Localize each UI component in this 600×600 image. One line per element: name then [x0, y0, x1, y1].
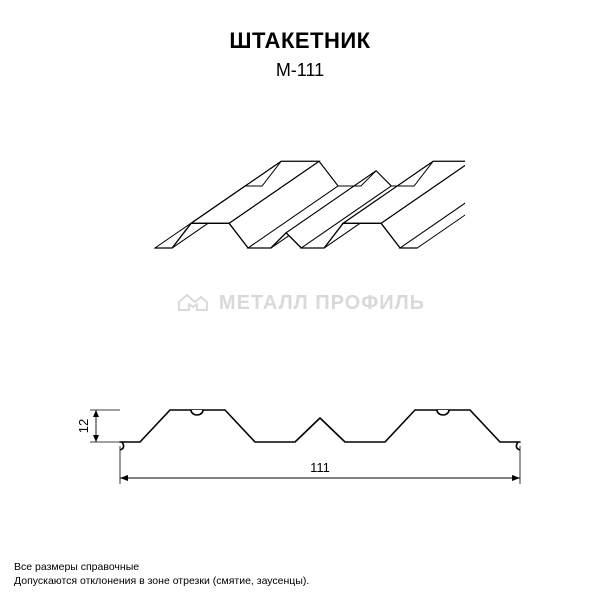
title-block: ШТАКЕТНИК М-111 — [0, 0, 600, 81]
isometric-svg — [135, 120, 465, 290]
isometric-view — [135, 120, 465, 295]
footnote-1: Все размеры справочные — [14, 560, 309, 574]
svg-text:12: 12 — [76, 419, 91, 433]
svg-text:111: 111 — [310, 460, 330, 475]
watermark-text: МЕТАЛЛ ПРОФИЛЬ — [219, 292, 425, 315]
logo-icon — [175, 290, 209, 316]
cross-section-svg: 12 111 — [60, 380, 540, 510]
watermark: МЕТАЛЛ ПРОФИЛЬ — [175, 290, 425, 316]
footnotes: Все размеры справочные Допускаются откло… — [14, 560, 309, 588]
footnote-2: Допускаются отклонения в зоне отрезки (с… — [14, 574, 309, 588]
main-title: ШТАКЕТНИК — [0, 28, 600, 54]
cross-section: 12 111 — [60, 380, 540, 515]
sub-title: М-111 — [0, 60, 600, 81]
